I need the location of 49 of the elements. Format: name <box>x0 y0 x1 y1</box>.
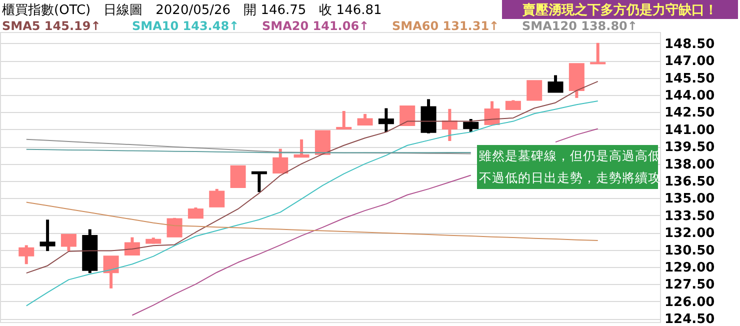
candlestick <box>251 171 267 192</box>
text: SMA10 143.48↑ <box>132 19 240 33</box>
line-series <box>26 202 598 241</box>
candlestick <box>548 75 564 93</box>
candlestick <box>590 42 606 64</box>
y-tick-label: 142.50 <box>664 106 715 121</box>
candlestick <box>526 80 542 101</box>
candlestick <box>209 188 225 208</box>
y-tick-label: 127.50 <box>664 278 715 293</box>
candlestick <box>18 245 34 264</box>
y-tick-label: 133.50 <box>664 208 715 224</box>
text: SMA60 131.31↑ <box>392 19 500 33</box>
candlestick <box>357 114 373 126</box>
chart-title: 櫃買指數(OTC) 日線圖 2020/05/26 開 146.75 收 146.81 <box>2 3 382 18</box>
candlestick <box>230 165 246 188</box>
candlestick <box>378 108 394 132</box>
y-tick-label: 139.50 <box>664 140 715 156</box>
candlestick <box>60 234 76 252</box>
candlestick <box>188 207 204 219</box>
candlestick <box>505 100 521 110</box>
y-tick-label: 138.00 <box>664 157 715 172</box>
candlestick <box>336 110 352 130</box>
candlestick <box>124 237 140 256</box>
line-series <box>26 80 598 274</box>
text: SMA120 138.80↑ <box>522 19 638 33</box>
y-tick-label: 147.00 <box>664 54 715 70</box>
y-tick-label: 126.00 <box>664 294 715 310</box>
y-tick-label: 129.00 <box>664 260 715 276</box>
candlestick <box>484 101 500 126</box>
y-tick-label: 130.50 <box>664 243 715 258</box>
text: 賣壓湧現之下多方仍是力守缺口！ <box>522 2 718 18</box>
y-tick-label: 132.00 <box>664 226 715 242</box>
text: SMA20 141.06↑ <box>262 19 370 33</box>
candlestick <box>103 256 119 288</box>
y-tick-label: 141.00 <box>664 122 715 138</box>
candlestick <box>294 139 310 158</box>
y-tick-label: 145.50 <box>664 71 715 86</box>
candlestick <box>463 119 479 132</box>
candlestick <box>40 220 56 252</box>
text: SMA5 145.19↑ <box>2 19 101 33</box>
y-tick-label: 144.00 <box>664 88 715 104</box>
y-tick-label: 148.50 <box>664 36 715 52</box>
y-tick-label: 136.50 <box>664 174 715 190</box>
candlestick <box>442 108 458 142</box>
y-tick-label: 124.50 <box>664 312 715 326</box>
candlestick <box>272 148 288 174</box>
line-series <box>26 100 598 306</box>
y-tick-label: 135.00 <box>664 192 715 207</box>
candlestick <box>400 106 416 126</box>
